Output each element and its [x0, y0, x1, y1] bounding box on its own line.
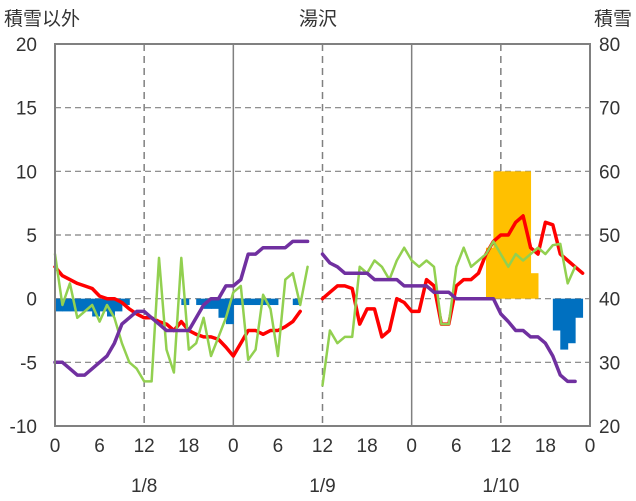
precip_bar-bar [248, 298, 257, 306]
snow_bar-bar [493, 171, 502, 299]
right-tick-label: 20 [599, 417, 620, 438]
red_line-segment [320, 214, 585, 339]
precip_bar-bar [240, 298, 249, 306]
x-tick-label: 0 [585, 436, 596, 457]
purple_line-segment [53, 239, 310, 377]
right-tick-label: 70 [599, 99, 620, 120]
precip_bar-bar [121, 298, 130, 306]
green_line-segment [321, 240, 577, 387]
x-tick-label: 6 [94, 436, 105, 457]
right-tick-label: 50 [599, 226, 620, 247]
precip_bar-bar [92, 298, 101, 317]
x-tick-label: 12 [312, 436, 333, 457]
left-tick-label: 15 [16, 99, 37, 120]
precip_bar-bar [196, 298, 205, 306]
x-tick-label: 12 [490, 436, 511, 457]
right-axis-label: 積雪 [594, 8, 632, 30]
purple_line-segment [320, 252, 577, 384]
snow_bar-bar [485, 247, 494, 299]
right-tick-label: 60 [599, 162, 620, 183]
x-tick-label: 6 [451, 436, 462, 457]
x-tick-label: 0 [406, 436, 417, 457]
x-tick-label: 0 [228, 436, 239, 457]
precip_bar-bar [552, 298, 561, 331]
precip_bar-bar [114, 298, 123, 312]
right-tick-label: 40 [599, 290, 620, 311]
precip_bar-bar [270, 298, 279, 306]
x-tick-label: 18 [178, 436, 199, 457]
right-tick-label: 80 [599, 35, 620, 56]
plot-frame [54, 43, 591, 427]
precip_bar-bar [107, 298, 115, 317]
left-tick-label: -10 [10, 417, 37, 438]
precip_bar-bar [560, 298, 569, 350]
left-tick-label: 5 [26, 226, 37, 247]
precip_bar-bar [77, 298, 86, 312]
snow_bar-bar [508, 171, 517, 299]
precip_bar-bar [255, 298, 264, 306]
chart-title: 湯沢 [299, 8, 337, 30]
precip_bar-bar [84, 298, 93, 312]
x-tick-label: 0 [50, 436, 61, 457]
left-tick-label: 10 [16, 162, 37, 183]
x-tick-label: 12 [134, 436, 155, 457]
precip_bar-bar [225, 298, 234, 325]
precip_bar-bar [292, 298, 301, 306]
right-tick-label: 30 [599, 353, 620, 374]
x-tick-label: 6 [273, 436, 284, 457]
left-tick-label: 0 [26, 290, 37, 311]
x-tick-label: 18 [535, 436, 556, 457]
snow_bar-bar [530, 273, 539, 299]
precip_bar-bar [233, 298, 242, 306]
x-tick-label: 18 [357, 436, 378, 457]
precip_bar-bar [567, 298, 576, 344]
date-label: 1/10 [482, 476, 519, 497]
precip_bar-bar [62, 298, 71, 312]
precip_bar-bar [575, 298, 584, 318]
left-axis-label: 積雪以外 [4, 8, 80, 30]
date-label: 1/8 [131, 476, 157, 497]
precip_bar-bar [55, 298, 63, 312]
lines [53, 214, 585, 387]
precip_bar-bar [211, 298, 219, 309]
left-tick-label: 20 [16, 35, 37, 56]
snow_bar-bar [515, 171, 524, 299]
date-label: 1/9 [309, 476, 335, 497]
left-tick-label: -5 [20, 353, 37, 374]
precip_bar-bar [218, 298, 227, 318]
green_line-segment [53, 252, 309, 383]
precip_bar-bar [99, 298, 108, 312]
